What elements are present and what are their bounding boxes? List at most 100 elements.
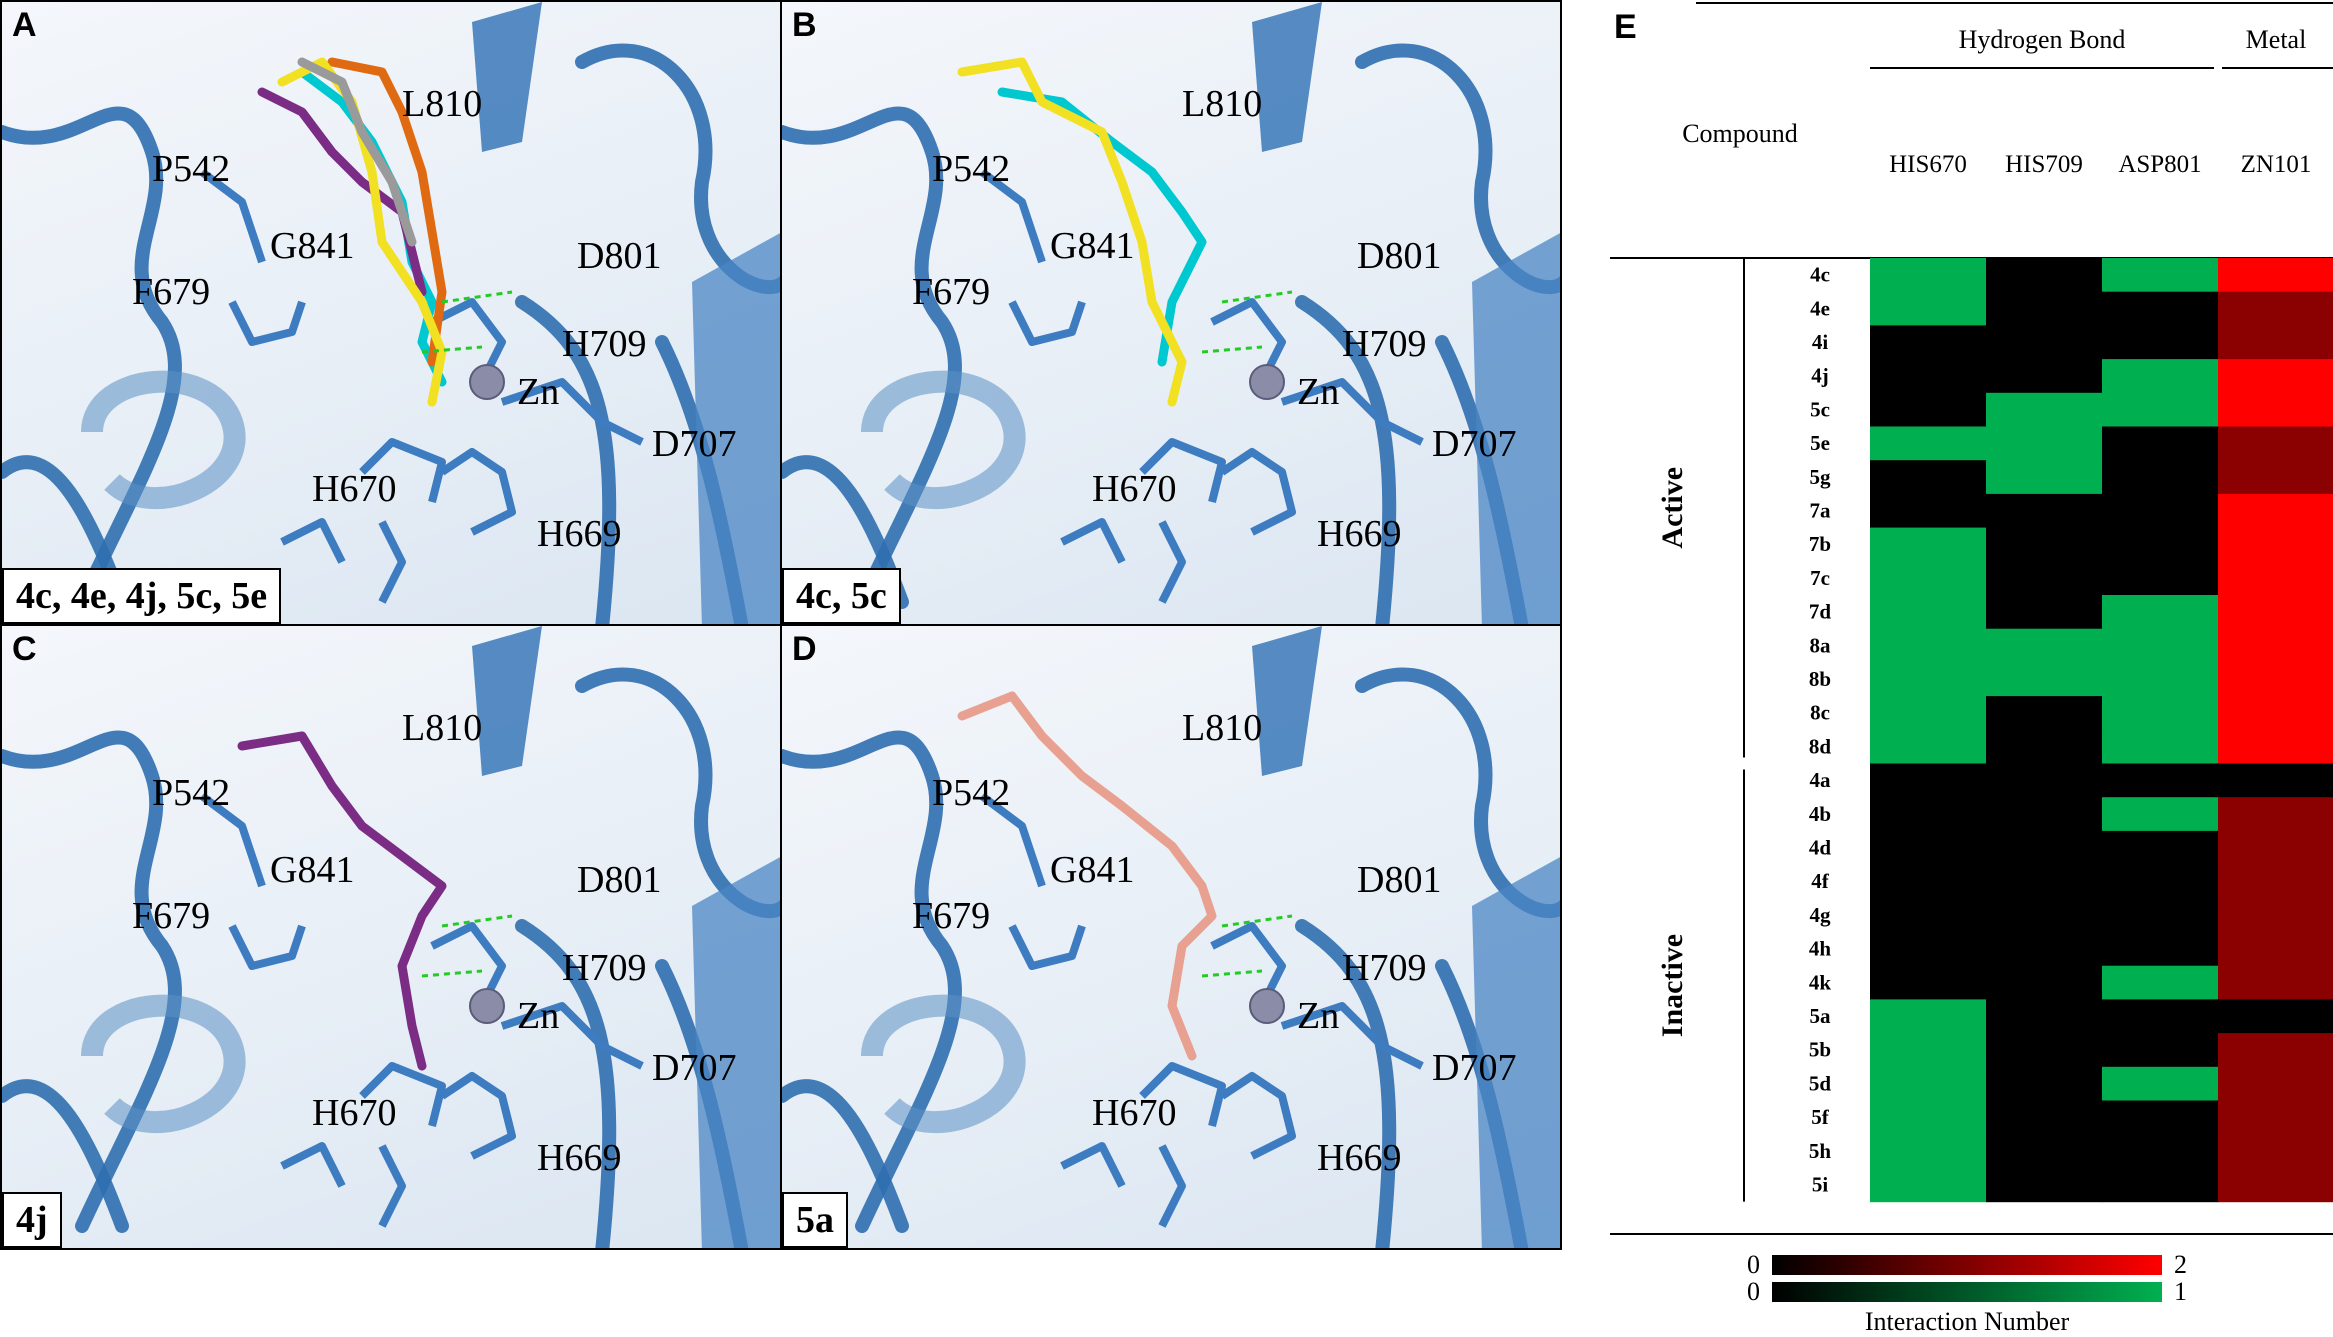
residue-label: L810: [402, 707, 483, 749]
residue-stick: [1219, 1072, 1296, 1160]
heatmap-cell: [1986, 325, 2103, 360]
ligand: [957, 57, 1187, 407]
ribbon: [515, 295, 617, 624]
row-label: 4d: [1809, 835, 1832, 859]
row-label: 5d: [1809, 1071, 1832, 1095]
heatmap-cell: [2102, 729, 2219, 765]
ligand: [257, 87, 427, 297]
hbond-line: [1201, 345, 1263, 354]
heatmap-cell: [1870, 696, 1987, 731]
residue-label: D801: [1357, 235, 1442, 277]
helix: [861, 994, 1026, 1133]
residue-stick: [500, 378, 644, 446]
heatmap-cell: [1986, 1033, 2103, 1068]
heatmap-cell: [2218, 426, 2333, 461]
heatmap-cell: [1986, 359, 2103, 394]
protein-render: [782, 626, 1560, 1248]
residue-stick: [228, 924, 306, 970]
residue-stick: [280, 1142, 346, 1188]
row-label: 5g: [1810, 465, 1832, 489]
heatmap-cell: [1870, 729, 1987, 765]
panel-letter: E: [1614, 8, 1637, 46]
heatmap-cell: [1870, 965, 1987, 1000]
ribbon: [2, 730, 182, 1233]
residue-stick: [1280, 1002, 1424, 1070]
row-label: 7d: [1809, 600, 1832, 624]
heatmap-cell: [1870, 595, 1987, 630]
heatmap-cell: [2102, 1167, 2219, 1203]
beta-sheet: [1472, 233, 1560, 624]
heatmap-cell: [2102, 864, 2219, 899]
heatmap-cell: [2102, 999, 2219, 1034]
zinc-ion: [1249, 364, 1285, 400]
residue-label: D801: [577, 235, 662, 277]
heatmap-cell: [1870, 797, 1987, 832]
residue-label: Zn: [517, 371, 560, 413]
hbond-line: [421, 969, 483, 978]
heatmap-cell: [1870, 662, 1987, 697]
hbond-line: [441, 914, 513, 928]
heatmap-cell: [1986, 527, 2103, 562]
heatmap-cell: [2218, 864, 2333, 899]
heatmap-cell: [1986, 1066, 2103, 1102]
residue-label: H670: [1092, 468, 1177, 510]
panel-d: D L810 P542 G841 D801 F679 H709 Zn D707 H670 H669 5…: [780, 624, 1562, 1250]
scale-min-label: 0: [1747, 1277, 1760, 1306]
row-label: 4h: [1809, 937, 1832, 961]
row-label: 4f: [1811, 869, 1830, 893]
row-label: 5f: [1811, 1105, 1830, 1129]
heatmap-cell: [2218, 1134, 2333, 1169]
row-label: 8a: [1810, 633, 1832, 657]
residue-label: G841: [270, 225, 355, 267]
heatmap-cell: [2102, 460, 2219, 495]
heatmap-cell: [1986, 493, 2103, 529]
residue-label: H709: [1342, 323, 1427, 365]
heatmap-cell: [2218, 258, 2333, 293]
heatmap-cell: [1986, 291, 2103, 326]
compound-caption: 5a: [782, 1192, 848, 1248]
heatmap-cell: [2218, 932, 2333, 967]
residue-stick: [280, 518, 346, 564]
heatmap-cell: [1870, 864, 1987, 899]
heatmap-cell: [1870, 1033, 1987, 1068]
heatmap-cell: [2102, 426, 2219, 461]
heatmap-cell: [1870, 763, 1987, 798]
beta-strand: [472, 2, 542, 152]
heatmap-cell: [1986, 561, 2103, 596]
heatmap-cell: [2218, 460, 2333, 495]
residue-label: F679: [912, 895, 991, 937]
row-group-label: Active: [1656, 467, 1689, 549]
heatmap-cell: [1986, 898, 2103, 933]
helix: [81, 994, 246, 1133]
heatmap-cell: [1870, 999, 1987, 1034]
heatmap-cell: [1870, 426, 1987, 461]
protein-render: [2, 2, 780, 624]
heatmap-cell: [1986, 763, 2103, 798]
heatmap-cell: [2102, 763, 2219, 798]
heatmap-cell: [2102, 258, 2219, 293]
row-label: 8c: [1810, 701, 1830, 725]
heatmap-cell: [1986, 999, 2103, 1034]
heatmap-cell: [2218, 729, 2333, 765]
residue-stick: [359, 438, 446, 503]
heatmap-cell: [2218, 1167, 2333, 1203]
heatmap-cell: [2102, 595, 2219, 630]
heatmap-cell: [1870, 1134, 1987, 1169]
residue-label: D801: [1357, 859, 1442, 901]
beta-strand: [1252, 2, 1322, 152]
ribbon: [1295, 295, 1397, 624]
ligand: [327, 57, 447, 367]
heatmap-cell: [2102, 662, 2219, 697]
row-label: 5h: [1809, 1139, 1832, 1163]
heatmap-cell: [1870, 359, 1987, 394]
ribbon: [782, 1079, 909, 1233]
helix: [861, 370, 1026, 509]
residue-label: H669: [537, 513, 622, 555]
ligand: [957, 691, 1217, 1061]
group-label: Metal: [2246, 25, 2307, 54]
heatmap-cell: [2102, 1033, 2219, 1068]
residue-label: Zn: [1297, 995, 1340, 1037]
heatmap-cell: [2102, 291, 2219, 326]
residue-stick: [1158, 1144, 1186, 1228]
panel-c: C L810 P542 G841 D801 F679 H709 Zn D707 H670 H669 4…: [0, 624, 782, 1250]
